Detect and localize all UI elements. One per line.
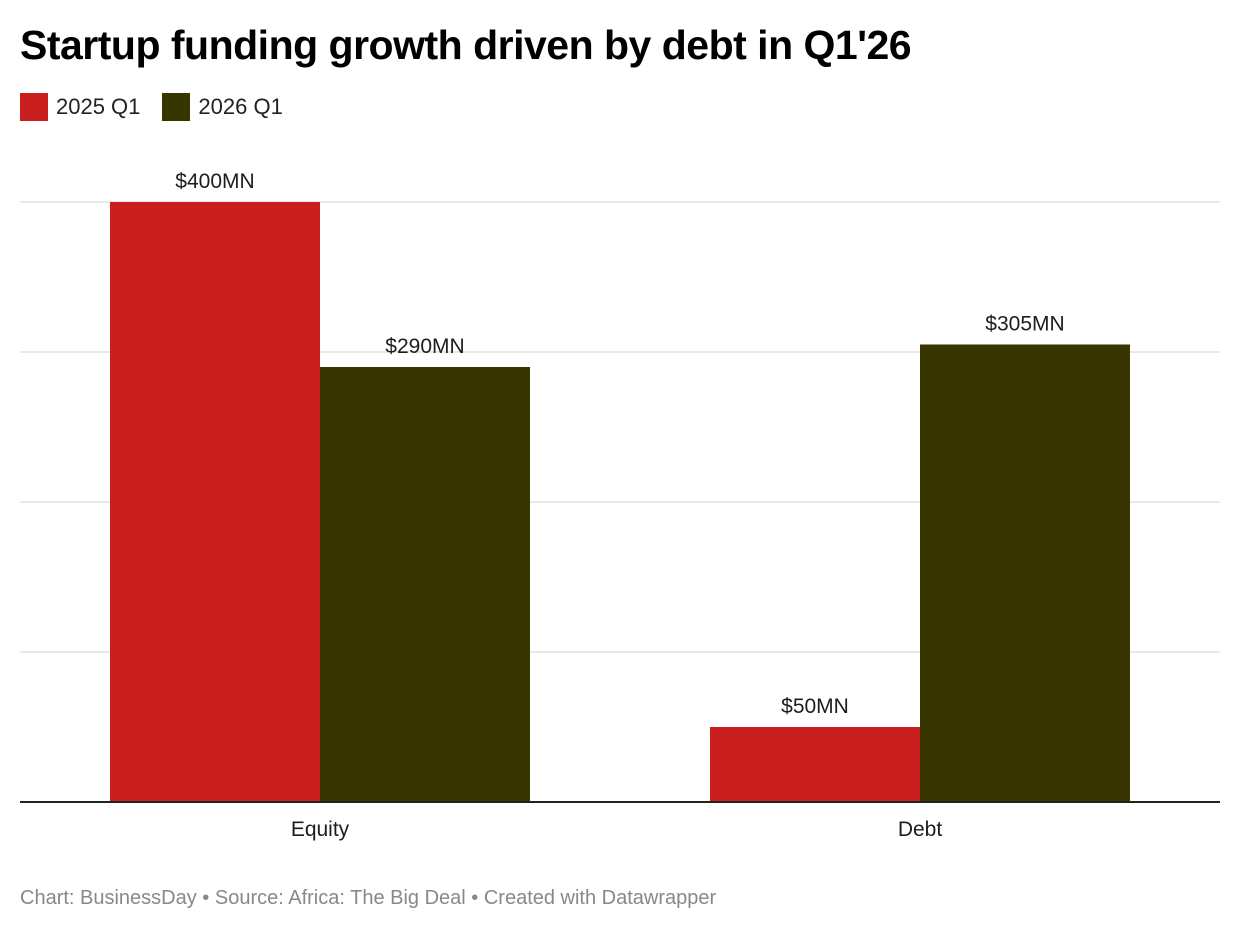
bar-equity-2025-q1 [110, 202, 320, 802]
x-tick-label: Debt [898, 818, 943, 841]
legend-label-2026: 2026 Q1 [198, 94, 283, 119]
data-label: $290MN [385, 335, 464, 358]
data-label: $50MN [781, 695, 849, 718]
bar-debt-2026-q1 [920, 344, 1130, 802]
data-label: $400MN [175, 170, 254, 193]
legend-swatch-2025 [20, 93, 48, 121]
legend-swatch-2026 [162, 93, 191, 121]
x-tick-label: Equity [291, 818, 350, 841]
legend-item-2025: 2025 Q1 [20, 93, 140, 121]
legend-item-2026: 2026 Q1 [162, 93, 283, 121]
legend-label-2025: 2025 Q1 [56, 94, 141, 119]
chart-title: Startup funding growth driven by debt in… [20, 22, 912, 68]
legend: 2025 Q1 2026 Q1 [20, 93, 305, 121]
bar-equity-2026-q1 [320, 367, 530, 802]
bar-debt-2025-q1 [710, 727, 920, 802]
chart-footer: Chart: BusinessDay • Source: Africa: The… [20, 887, 717, 909]
data-label: $305MN [985, 313, 1064, 336]
